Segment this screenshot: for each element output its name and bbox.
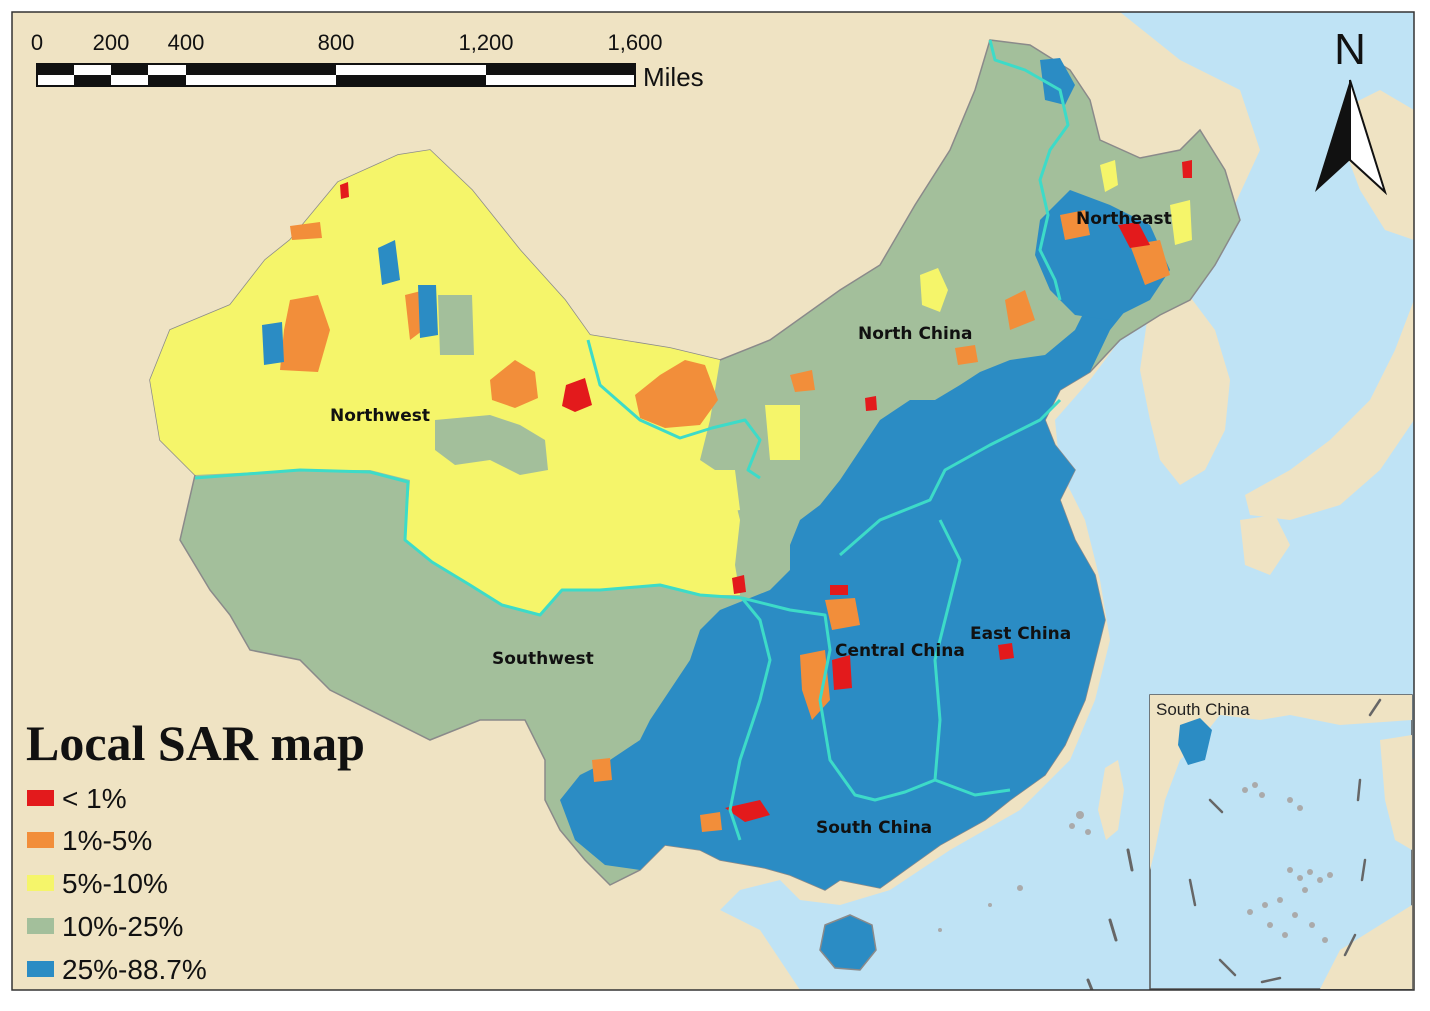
inset-land-coast <box>1150 695 1412 870</box>
map-frame <box>11 11 1415 991</box>
patch-yellow-4 <box>700 470 740 515</box>
patch-orange-11 <box>955 345 978 365</box>
legend-label: 5%-10% <box>62 868 168 899</box>
scale-tick-400: 400 <box>168 30 205 55</box>
patch-red-10 <box>830 585 848 595</box>
patch-orange-5 <box>1005 290 1035 330</box>
label-southwest: Southwest <box>492 649 594 669</box>
island-hainan <box>819 914 877 971</box>
inset-hainan <box>1178 718 1212 765</box>
patch-orange-8 <box>825 598 860 630</box>
scale-tick-800: 800 <box>318 30 355 55</box>
patch-red-1 <box>340 182 349 199</box>
patch-yellow-2 <box>1100 160 1118 192</box>
nine-dash-line-inset <box>1188 698 1382 984</box>
label-northeast: Northeast <box>1076 209 1172 229</box>
legend: Local SAR map < 1% 1%-5% 5%-10% 10%-25% … <box>26 715 365 985</box>
patch-orange-1 <box>280 295 330 372</box>
label-south-china: South China <box>816 818 932 838</box>
patch-red-7 <box>732 575 746 594</box>
region-northwest <box>150 150 740 615</box>
scattered-islands <box>938 811 1091 932</box>
patch-green-nw-2 <box>438 295 474 355</box>
patch-yellow-3 <box>765 405 800 460</box>
patch-yellow-5 <box>1170 200 1192 245</box>
inset-land-borneo <box>1320 905 1412 989</box>
legend-label: 1%-5% <box>62 825 152 856</box>
legend-label: < 1% <box>62 783 127 814</box>
inset-islands <box>1242 782 1333 943</box>
label-central-china: Central China <box>835 641 965 661</box>
patch-orange-6 <box>1130 240 1170 285</box>
regional-boundaries <box>194 39 1070 841</box>
patch-blue-nw-1 <box>262 322 284 365</box>
patch-orange-13 <box>700 812 722 832</box>
patch-orange-2 <box>490 360 538 408</box>
land-kyushu <box>1240 515 1290 575</box>
patch-orange-9 <box>800 650 830 720</box>
patch-orange-14 <box>290 222 322 240</box>
patch-orange-7 <box>1060 210 1090 240</box>
scale-tick-1600: 1,600 <box>607 30 662 55</box>
region-north-blue-top <box>1040 58 1075 105</box>
region-southeast-blue <box>560 255 1130 890</box>
legend-title: Local SAR map <box>26 715 365 771</box>
inset-label: South China <box>1156 700 1250 719</box>
inset-land-philippines <box>1380 735 1412 850</box>
land-japan-main <box>1245 300 1414 520</box>
legend-item-lt1: < 1% <box>27 783 127 814</box>
land-taiwan <box>1098 760 1124 840</box>
patch-blue-nw-3 <box>378 240 400 285</box>
patch-red-2 <box>562 378 592 412</box>
patch-orange-10 <box>790 370 815 392</box>
legend-item-1-5: 1%-5% <box>27 825 152 856</box>
patch-red-9 <box>865 396 877 411</box>
scale-tick-1200: 1,200 <box>458 30 513 55</box>
legend-label: 10%-25% <box>62 911 183 942</box>
legend-item-5-10: 5%-10% <box>27 868 168 899</box>
patch-red-3 <box>1118 222 1150 248</box>
inset-south-china-sea: South China <box>1149 694 1413 990</box>
legend-item-10-25: 10%-25% <box>27 911 183 942</box>
patch-green-nw-1 <box>435 415 548 475</box>
nine-dash-line-main <box>1086 848 1134 990</box>
land-korea <box>1140 290 1230 485</box>
patch-yellow-1 <box>920 268 948 312</box>
land-southeast-asia <box>560 860 800 990</box>
legend-label: 25%-88.7% <box>62 954 207 985</box>
patch-red-5 <box>832 655 852 690</box>
label-east-china: East China <box>970 624 1071 644</box>
scale-unit: Miles <box>643 62 704 92</box>
patch-red-6 <box>725 800 770 822</box>
scale-tick-0: 0 <box>31 30 43 55</box>
patch-orange-3 <box>635 360 718 428</box>
scale-tick-200: 200 <box>93 30 130 55</box>
north-arrow-icon: N <box>1315 25 1388 196</box>
patch-orange-12 <box>592 758 612 782</box>
north-label: N <box>1334 25 1366 74</box>
legend-item-25-88: 25%-88.7% <box>27 954 207 985</box>
patch-red-4 <box>1182 160 1192 178</box>
scale-bar: 0 200 400 800 1,200 1,600 Miles <box>31 30 704 92</box>
patch-blue-nw-2 <box>418 285 438 338</box>
patch-red-8 <box>998 643 1014 660</box>
label-north-china: North China <box>858 324 972 344</box>
label-northwest: Northwest <box>330 406 430 426</box>
